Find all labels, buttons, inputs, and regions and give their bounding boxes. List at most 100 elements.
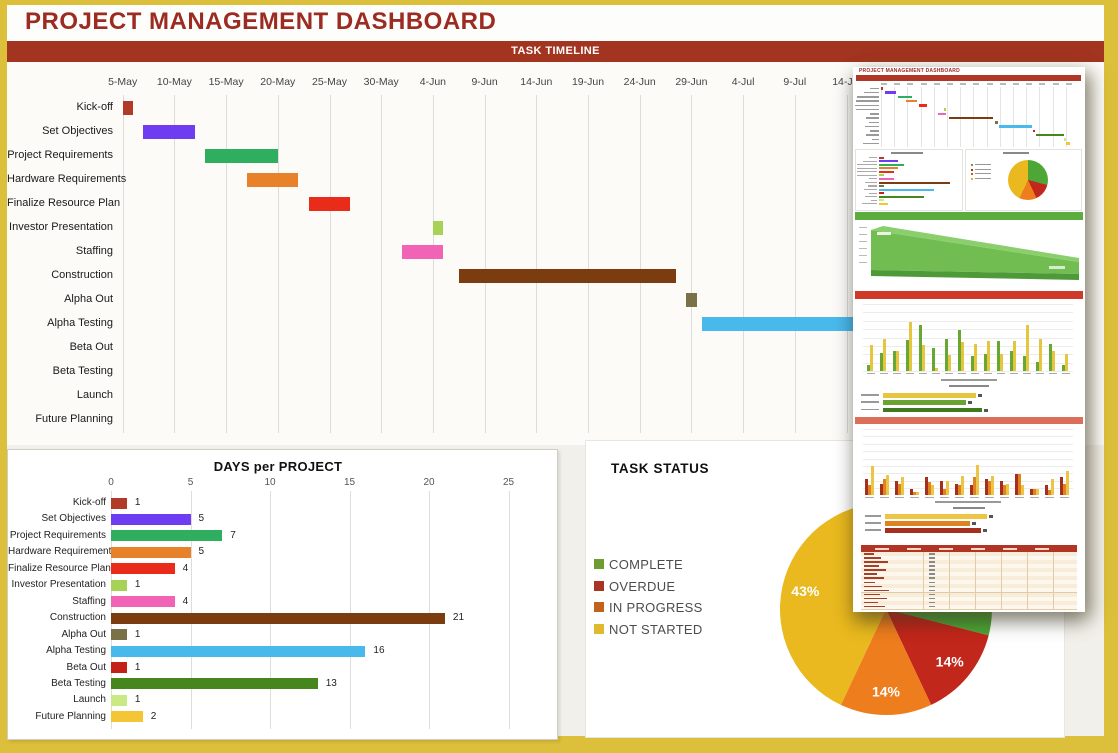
preview-column <box>945 338 948 371</box>
preview-table-divider <box>949 560 950 565</box>
preview-gantt-bar <box>881 87 884 90</box>
preview-column <box>984 354 987 371</box>
preview-table-divider <box>1053 560 1054 565</box>
preview-bar-label-line <box>869 178 877 180</box>
preview-hbar <box>885 528 982 533</box>
preview-legend-line <box>975 177 991 179</box>
preview-gridline <box>863 458 1073 460</box>
preview-column <box>1010 351 1013 371</box>
days-axis-tick: 5 <box>187 477 194 488</box>
days-value-label: 21 <box>452 612 465 624</box>
preview-table-cell-line <box>864 589 889 592</box>
preview-table-cell-line <box>929 577 935 579</box>
preview-gridline <box>863 488 1073 490</box>
preview-gantt-bar <box>918 104 928 107</box>
preview-table-divider <box>1001 564 1002 569</box>
preview-table-divider <box>1027 588 1028 593</box>
preview-column <box>867 364 870 371</box>
preview-subtitle-line <box>949 385 989 387</box>
preview-task-label-line <box>872 138 879 140</box>
preview-column <box>883 338 887 371</box>
preview-legend-swatch <box>971 173 973 175</box>
preview-bar-label-line <box>865 196 877 198</box>
preview-gridline <box>863 443 1073 445</box>
gantt-axis-date: 4-Jul <box>731 76 755 88</box>
preview-mini-title: PROJECT MANAGEMENT DASHBOARD <box>859 68 960 74</box>
days-value-bar <box>111 629 127 641</box>
preview-panel-title-line <box>1003 152 1029 154</box>
preview-axis-mark <box>910 497 919 498</box>
preview-column <box>955 483 958 495</box>
preview-column <box>932 347 935 371</box>
preview-bar-label-line <box>861 394 879 396</box>
days-value-bar <box>111 546 191 558</box>
gantt-task-bar <box>205 149 278 163</box>
days-gridline <box>508 491 510 729</box>
gantt-gridline <box>329 95 331 433</box>
preview-task-label-line <box>863 91 879 94</box>
preview-gridline <box>863 473 1073 475</box>
preview-column <box>901 477 905 495</box>
preview-mini-timeline-label: TASK TIMELINE <box>953 84 984 89</box>
preview-table-cell-line <box>864 581 875 584</box>
days-category-label: Set Objectives <box>41 513 106 525</box>
days-category-label: Alpha Testing <box>46 645 106 657</box>
preview-column <box>896 351 900 371</box>
days-value-label: 5 <box>198 513 205 525</box>
preview-task-label-line <box>870 113 879 115</box>
preview-table-divider <box>949 592 950 597</box>
preview-table-cell-line <box>864 557 881 559</box>
preview-axis-mark <box>960 83 967 85</box>
preview-column <box>871 466 875 495</box>
preview-gridline <box>863 436 1073 438</box>
preview-column <box>1065 354 1069 371</box>
gantt-gridline <box>588 95 589 433</box>
preview-axis-mark <box>895 497 904 498</box>
preview-days-bar <box>879 163 905 166</box>
preview-table-divider <box>1053 556 1054 561</box>
status-legend-label: COMPLETE <box>609 557 683 572</box>
gantt-gridline <box>381 95 383 433</box>
preview-table-divider <box>1001 560 1002 565</box>
days-value-bar <box>111 645 366 657</box>
preview-bar-label-line <box>871 199 877 201</box>
preview-axis-mark <box>1065 83 1072 85</box>
gantt-task-label: Construction <box>51 269 113 281</box>
days-category-label: Staffing <box>72 595 106 607</box>
preview-column <box>1000 354 1004 371</box>
preview-table-divider <box>923 600 924 605</box>
gantt-gridline <box>432 95 434 433</box>
days-category-label: Project Requirements <box>9 529 106 541</box>
preview-task-label-line <box>855 104 879 106</box>
preview-table-header <box>861 545 1077 552</box>
preview-gridline <box>907 87 909 147</box>
preview-axis-mark <box>958 373 966 374</box>
preview-axis-mark <box>881 83 887 85</box>
preview-column <box>991 475 995 495</box>
preview-column <box>909 321 913 371</box>
preview-days-bar <box>879 160 898 163</box>
preview-table-divider <box>1053 600 1054 605</box>
pie-slice-label: 43% <box>791 583 820 599</box>
preview-gantt-bar <box>1033 129 1036 133</box>
preview-table-divider <box>923 560 924 565</box>
preview-column <box>1003 485 1006 495</box>
preview-column <box>974 343 978 371</box>
preview-subtitle-line <box>953 507 985 509</box>
preview-column <box>880 483 883 495</box>
preview-table-cell-line <box>929 581 935 584</box>
preview-axis-mark <box>955 497 964 498</box>
preview-table-cell-line <box>929 561 935 563</box>
preview-table-cell-line <box>929 573 935 575</box>
preview-table-divider <box>1027 596 1028 601</box>
preview-task-label-line <box>855 100 879 102</box>
preview-gridline <box>863 320 1073 322</box>
preview-bar-label-line <box>864 188 877 191</box>
preview-table-cell-line <box>864 573 877 575</box>
days-gridline <box>429 491 430 729</box>
preview-hbar <box>885 521 971 526</box>
pie-slice-overdue <box>886 609 989 705</box>
preview-axis-mark <box>933 83 940 85</box>
preview-table-divider <box>949 576 950 581</box>
preview-axis-mark <box>925 497 934 498</box>
